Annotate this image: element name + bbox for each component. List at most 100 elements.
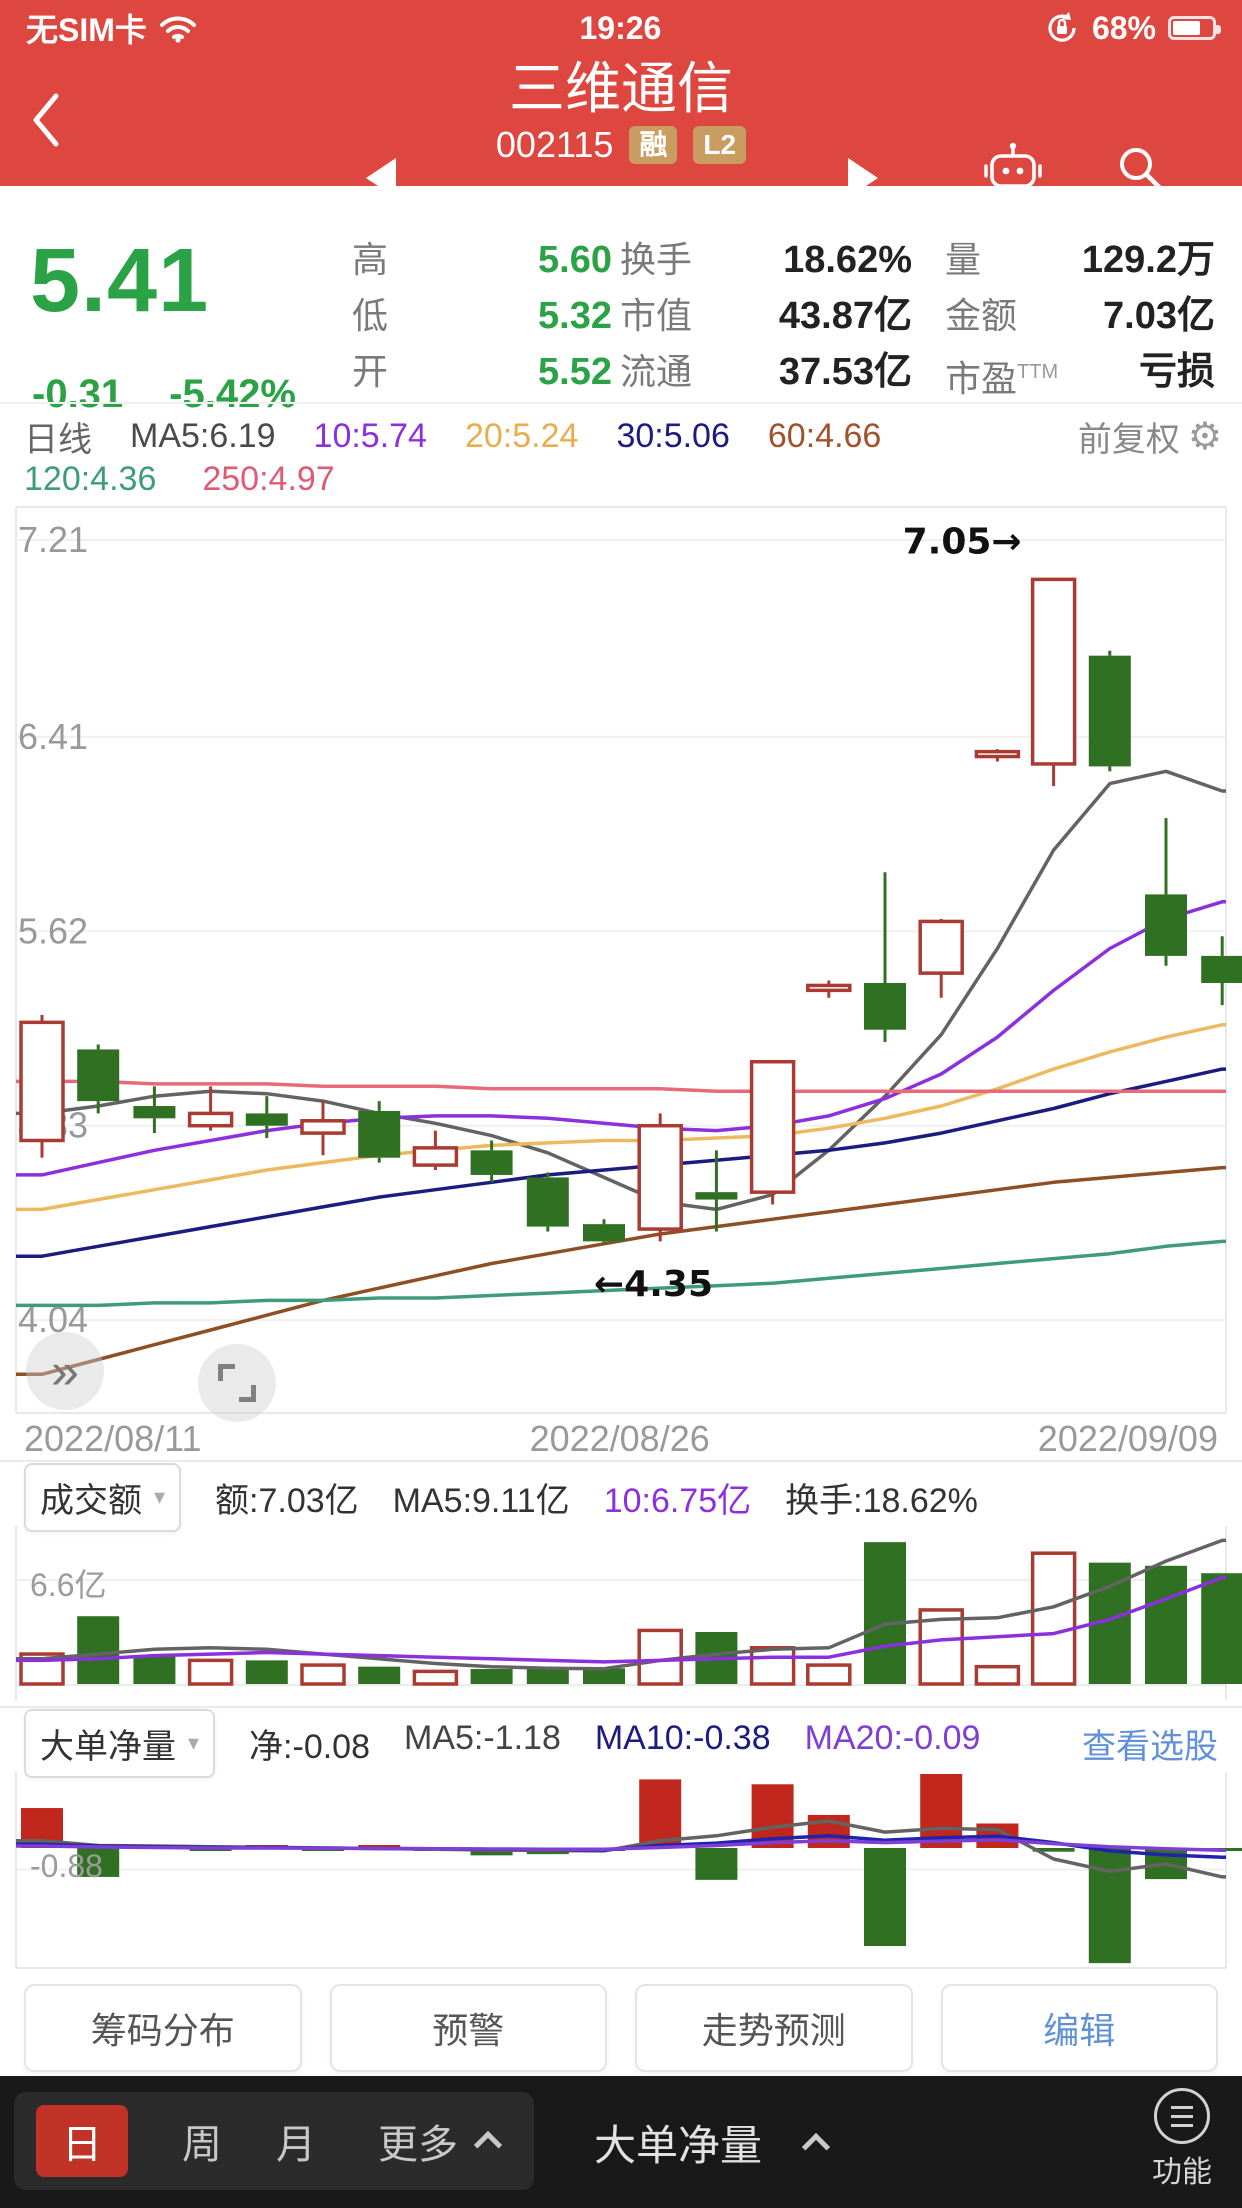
carrier-label: 无SIM卡 [26, 12, 147, 48]
volume-chart[interactable] [0, 1526, 1242, 1702]
rotate-screen-button[interactable] [198, 1344, 276, 1422]
date-right: 2022/09/09 [1037, 1418, 1218, 1459]
period-tab-more[interactable]: 更多 [378, 2123, 458, 2167]
ma-legend-item: 30:5.06 [616, 417, 730, 455]
date-left: 2022/08/11 [24, 1418, 202, 1459]
wifi-icon [159, 16, 196, 43]
dadan-indicator-dropdown[interactable]: 大单净量 ▾ [24, 1708, 216, 1778]
dadan-panel-divider [0, 1706, 1242, 1708]
volume-indicator-label: 成交额 [40, 1481, 142, 1520]
current-price: 5.41 [30, 231, 210, 331]
stat-label: 市值 [620, 295, 693, 336]
stat-value: 37.53亿 [778, 351, 912, 393]
stat-label: 开 [352, 351, 389, 392]
period-tab-day[interactable]: 日 [36, 2105, 128, 2177]
action-buttons-row: 筹码分布 预警 走势预测 编辑 [24, 1984, 1218, 2072]
stock-screener-link[interactable]: 查看选股 [1082, 1727, 1218, 1766]
indicator-selector[interactable]: 大单净量 [594, 2112, 831, 2173]
ma-legend-item: 120:4.36 [24, 460, 157, 498]
header-background [0, 0, 1242, 186]
candlestick-chart[interactable]: 7.216.415.624.834.047.05→←4.35 » [0, 506, 1242, 1422]
stock-code: 002115 [495, 124, 614, 165]
nav-bar: 三维通信 002115 融 L2 [0, 56, 1242, 198]
ma-legend-item: 250:4.97 [202, 460, 335, 498]
volume-indicator-dropdown[interactable]: 成交额 ▾ [24, 1462, 182, 1532]
stat-value: 43.87亿 [778, 295, 912, 337]
adjust-mode-button[interactable]: 前复权 ⚙ [1078, 412, 1222, 461]
caret-down-icon: ▾ [154, 1484, 166, 1509]
edit-button[interactable]: 编辑 [940, 1984, 1218, 2072]
period-label: 日线 [24, 421, 92, 459]
panel-stat: 额:7.03亿 [215, 1481, 359, 1520]
dadan-panel-header: 大单净量 ▾ 净:-0.08 MA5:-1.18 MA10:-0.38 MA20:-0… [24, 1708, 1218, 1778]
back-button[interactable] [28, 90, 64, 155]
ma-values-row1: MA5:6.19 10:5.74 20:5.24 30:5.06 60:4.66 [130, 417, 881, 456]
svg-text:6.41: 6.41 [18, 716, 88, 757]
adjust-mode-label: 前复权 [1077, 421, 1180, 459]
alert-button[interactable]: 预警 [329, 1984, 607, 2072]
status-bar: 无SIM卡 19:26 68% [0, 0, 1242, 56]
period-tab-month[interactable]: 月 [276, 2123, 316, 2167]
stat-value: 129.2万 [1081, 239, 1215, 281]
panel-stat: 净:-0.08 [249, 1727, 370, 1766]
rotate-screen-icon [218, 1364, 256, 1402]
caret-down-icon: ▾ [188, 1730, 200, 1755]
dadan-indicator-label: 大单净量 [40, 1727, 176, 1766]
stat-label: 低 [352, 295, 389, 336]
svg-text:5.62: 5.62 [18, 910, 88, 951]
stat-value: 18.62% [783, 239, 912, 281]
stat-label: 市盈TTM [945, 358, 1059, 399]
stat-value: 亏损 [1138, 351, 1215, 393]
stat-value: 7.03亿 [1103, 295, 1215, 337]
gear-icon: ⚙ [1187, 416, 1222, 458]
back-chevron-icon [33, 93, 59, 147]
level2-badge: L2 [693, 126, 747, 164]
search-icon [1120, 148, 1163, 191]
panel-stat: MA20:-0.09 [804, 1718, 981, 1757]
stat-label: 流通 [620, 351, 693, 392]
volume-stats: 额:7.03亿 MA5:9.11亿 10:6.75亿 换手:18.62% [215, 1473, 978, 1522]
quote-section: 5.41 -0.31 -5.42% 高 5.60 低 5.32 开 5.52 换手 18.62… [0, 186, 1242, 416]
margin-badge: 融 [629, 126, 678, 164]
stat-value: 5.60 [538, 239, 612, 281]
functions-button[interactable]: 功能 [1134, 2088, 1230, 2191]
chevron-up-icon[interactable] [473, 2130, 503, 2160]
svg-text:←4.35: ←4.35 [594, 1264, 713, 1305]
panel-stat: MA5:-1.18 [404, 1718, 561, 1757]
ma-legend: 日线 MA5:6.19 10:5.74 20:5.24 30:5.06 60:4.66 … [0, 402, 1242, 506]
panel-stat: MA10:-0.38 [594, 1718, 771, 1757]
stat-label: 金额 [945, 295, 1018, 336]
panel-stat: MA5:9.11亿 [392, 1481, 570, 1520]
chip-distribution-button[interactable]: 筹码分布 [24, 1984, 302, 2072]
menu-circle-icon [1154, 2088, 1210, 2144]
ma-legend-item: 20:5.24 [464, 417, 579, 455]
battery-icon [1167, 16, 1221, 40]
dadan-chart[interactable] [0, 1772, 1242, 1970]
search-button[interactable] [1112, 140, 1168, 201]
stat-label: 量 [945, 239, 982, 280]
bottom-nav: 日 周 月 更多 大单净量 功能 [0, 2076, 1242, 2208]
ma-legend-item: MA5:6.19 [130, 417, 276, 455]
status-time: 19:26 [579, 9, 662, 46]
expand-chart-button[interactable]: » [26, 1332, 104, 1410]
volume-panel-divider [0, 1460, 1242, 1462]
volume-axis-label: 6.6亿 [30, 1567, 107, 1603]
chevron-up-icon [801, 2132, 831, 2161]
trend-forecast-button[interactable]: 走势预测 [635, 1984, 913, 2072]
expand-icon: » [51, 1343, 79, 1399]
stat-label: 高 [352, 239, 389, 280]
panel-stat: 换手:18.62% [785, 1481, 978, 1520]
stat-value: 5.32 [538, 295, 612, 337]
period-tab-week[interactable]: 周 [182, 2123, 222, 2167]
stock-header: 三维通信 002115 融 L2 [0, 56, 1242, 166]
price-change: -0.31 -5.42% [32, 372, 296, 417]
dadan-axis-label: -0.88 [30, 1848, 103, 1884]
ma-legend-item: 10:5.74 [313, 417, 427, 455]
change-percent: -5.42% [169, 372, 296, 416]
panel-stat: 10:6.75亿 [603, 1481, 752, 1520]
orientation-lock-icon [1048, 12, 1076, 42]
svg-text:7.21: 7.21 [18, 519, 88, 560]
indicator-label: 大单净量 [594, 2122, 763, 2169]
stat-value: 5.52 [538, 351, 612, 393]
